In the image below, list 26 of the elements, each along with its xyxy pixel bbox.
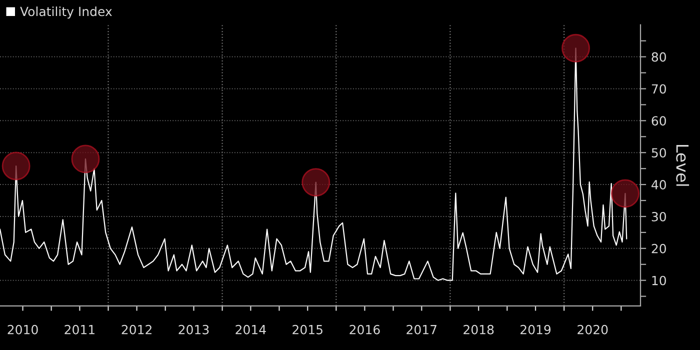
y-tick-label: 20 (652, 244, 666, 254)
x-tick-label: 2010 (8, 324, 38, 334)
y-tick-label: 60 (652, 116, 666, 126)
x-tick-label: 2019 (520, 324, 551, 334)
y-tick-label: 80 (652, 52, 666, 62)
x-tick-label: 2020 (578, 324, 608, 334)
point (610, 179, 640, 208)
y-axis-title: Level (676, 145, 690, 186)
point (562, 34, 590, 62)
x-tick-label: 2017 (406, 324, 436, 334)
point (2, 152, 30, 180)
x-tick-label: 2018 (464, 324, 494, 334)
point (71, 144, 100, 174)
x-tick-label: 2016 (350, 324, 380, 334)
y-tick-label: 50 (652, 148, 666, 158)
point (302, 168, 330, 197)
legend-label: Volatility Index (20, 6, 112, 19)
y-tick-label: 30 (652, 212, 666, 222)
y-tick-label: 10 (652, 276, 666, 286)
x-tick-label: 2012 (122, 324, 152, 334)
y-tick-label: 70 (652, 84, 666, 94)
y-tick-label: 40 (652, 180, 666, 190)
x-tick-label: 2011 (64, 324, 94, 334)
x-tick-label: 2013 (178, 324, 209, 334)
x-tick-label: 2015 (292, 324, 322, 334)
x-tick-label: 2014 (236, 324, 266, 334)
